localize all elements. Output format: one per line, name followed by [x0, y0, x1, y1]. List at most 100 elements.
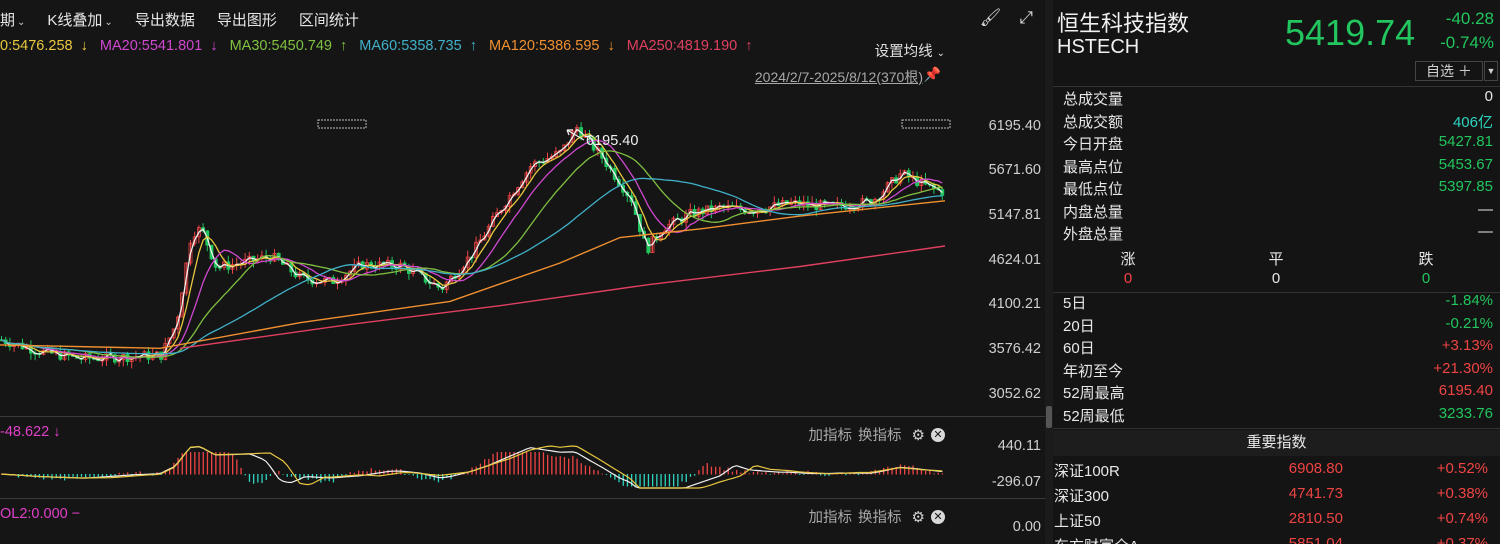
macd-bar [643, 474, 645, 487]
period-value: -0.21% [1445, 314, 1493, 332]
scrollbar-thumb[interactable] [1046, 406, 1052, 428]
period-row: 52周最高 6195.40 [1063, 382, 1493, 404]
macd-bar [706, 463, 708, 475]
candle-body [192, 236, 197, 244]
chart-toolbar: 期 ⌄ K线叠加 ⌄ 导出数据 导出图形 区间统计 [0, 0, 1045, 38]
candlestick-chart[interactable]: 6195.40 [0, 90, 1045, 415]
chevron-down-icon: ⌄ [936, 48, 945, 59]
event-marker-icon[interactable] [901, 119, 951, 129]
index-row[interactable]: 深证100R 6908.80 +0.52% [1053, 460, 1500, 484]
period-value: +3.13% [1441, 337, 1493, 354]
price-tick: 5147.81 [988, 207, 1041, 223]
macd-bar [295, 474, 297, 477]
macd-bar [639, 474, 641, 487]
add-indicator-button[interactable]: 加指标 [808, 510, 853, 526]
swap-indicator-button[interactable]: 换指标 [858, 510, 902, 526]
close-icon[interactable]: ✕ [931, 509, 945, 524]
stat-key: 总成交额 [1063, 113, 1124, 131]
macd-bar [185, 452, 188, 475]
range-stats-button[interactable]: 区间统计 [298, 11, 359, 29]
export-data-button[interactable]: 导出数据 [134, 11, 195, 29]
stat-row: 最高点位 5453.67 [1063, 156, 1493, 178]
close-icon[interactable]: ✕ [931, 427, 945, 442]
candle-body [180, 292, 185, 318]
macd-bar [803, 474, 805, 475]
candle-body [188, 242, 193, 264]
macd-bar [937, 472, 939, 475]
index-change: -40.28 [1445, 9, 1494, 28]
macd-bar [828, 474, 830, 476]
brush-icon[interactable]: 🖌 [979, 8, 1002, 27]
chart-panel: 期 ⌄ K线叠加 ⌄ 导出数据 导出图形 区间统计 🖌 ⤢ 0:5476.258 ↓… [0, 0, 1045, 535]
stat-value: — [1478, 223, 1493, 240]
scrollbar[interactable] [1045, 0, 1053, 544]
stat-key: 内盘总量 [1063, 203, 1124, 221]
macd-bar [593, 469, 595, 475]
macd-chart[interactable] [0, 438, 1045, 498]
index-row[interactable]: 东方财富全A 5851.04 +0.37% [1053, 535, 1500, 544]
macd-bar [580, 463, 582, 475]
kline-overlay-menu[interactable]: K线叠加 ⌄ [47, 11, 113, 29]
add-watchlist-button[interactable]: 自选 ＋ [1415, 61, 1483, 81]
ma-line [0, 200, 946, 350]
macd-bar [236, 459, 238, 475]
macd-bar [227, 452, 230, 475]
stat-value: 0 [1484, 88, 1493, 105]
vol-tick: 0.00 [1012, 519, 1041, 535]
macd-bar [362, 471, 364, 475]
macd-bar [85, 474, 87, 479]
fullscreen-icon[interactable]: ⤢ [1019, 8, 1033, 27]
macd-bar [689, 474, 692, 477]
watchlist-dropdown[interactable]: ▼ [1484, 61, 1498, 81]
ma20-label: MA20:5541.801 ↓ [99, 38, 218, 54]
macd-bar [568, 458, 570, 475]
event-marker-icon[interactable] [317, 119, 367, 129]
macd-bar [68, 474, 70, 478]
macd-bar [685, 474, 687, 483]
vol-header: OL2:0.000 − 加指标 换指标 ⚙ ✕ [0, 502, 1045, 528]
macd-bar [773, 472, 776, 475]
macd-bar [542, 452, 545, 475]
macd-bar [127, 472, 129, 475]
gear-icon[interactable]: ⚙ [911, 508, 925, 526]
pin-icon[interactable]: 📌 [923, 66, 941, 82]
candle-body [562, 144, 567, 151]
macd-bar [72, 474, 74, 477]
stat-value: 406亿 [1452, 113, 1493, 131]
swap-indicator-button[interactable]: 换指标 [858, 428, 902, 444]
macd-bar [479, 463, 482, 475]
macd-bar [437, 474, 440, 483]
macd-bar [904, 465, 906, 475]
divider [1053, 86, 1500, 87]
macd-bar [374, 470, 377, 475]
macd-bar [370, 468, 372, 475]
add-indicator-button[interactable]: 加指标 [808, 428, 853, 444]
period-menu[interactable]: 期 ⌄ [0, 11, 26, 29]
macd-bar [190, 452, 192, 475]
macd-bar [47, 474, 49, 478]
gear-icon[interactable]: ⚙ [911, 426, 925, 444]
vol-label: OL2:0.000 − [0, 506, 81, 522]
index-row[interactable]: 上证50 2810.50 +0.74% [1053, 510, 1500, 534]
macd-line [1, 445, 943, 489]
macd-bar [547, 454, 549, 475]
macd-bar [790, 472, 792, 475]
macd-bar [421, 474, 423, 480]
candle-body [495, 212, 500, 217]
flat-count: 0 [1271, 270, 1281, 287]
index-row-change: +0.52% [1436, 460, 1488, 477]
macd-bar [467, 472, 469, 475]
down-label: 跌 [1418, 251, 1434, 268]
macd-bar [345, 474, 347, 476]
macd-bar [698, 470, 700, 475]
macd-bar [404, 474, 406, 475]
macd-bar [358, 470, 360, 475]
ma-settings-button[interactable]: 设置均线 ⌄ [874, 44, 945, 60]
macd-bar [589, 466, 591, 475]
index-row[interactable]: 深证300 4741.73 +0.38% [1053, 485, 1500, 509]
macd-bar [290, 474, 293, 477]
macd-bar [916, 467, 918, 475]
macd-bar [101, 474, 104, 478]
export-image-button[interactable]: 导出图形 [216, 11, 277, 29]
macd-bar [387, 469, 389, 475]
